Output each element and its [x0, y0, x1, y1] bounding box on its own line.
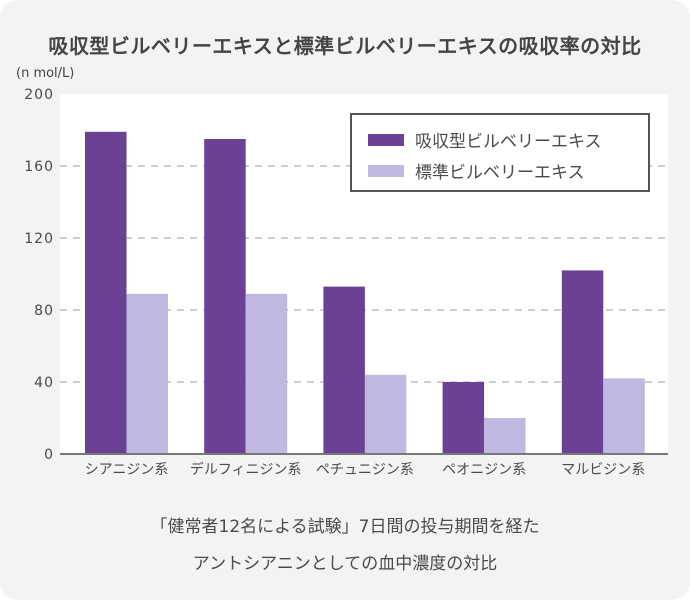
legend: 吸収型ビルベリーエキス 標準ビルベリーエキス [350, 113, 650, 192]
y-axis-unit-label: (n mol/L) [16, 66, 75, 81]
y-tick-label: 160 [24, 159, 54, 175]
x-tick-label: ペチュニジン系 [316, 462, 414, 478]
bar-standard [364, 374, 407, 454]
legend-swatch-absorption [368, 133, 404, 146]
caption-line-1: 「健常者12名による試験」7日間の投与期間を経た [150, 517, 540, 537]
caption-line-2: アントシアニンとしての血中濃度の対比 [192, 554, 498, 574]
x-tick-label: シアニジン系 [85, 462, 169, 478]
bar-absorption [204, 139, 246, 454]
bar-absorption [85, 131, 127, 455]
bar-standard [603, 378, 645, 454]
legend-label-standard: 標準ビルベリーエキス [415, 163, 585, 183]
y-tick-label: 0 [44, 447, 54, 463]
x-tick-label: マルビジン系 [561, 462, 645, 478]
bar-absorption [323, 286, 365, 454]
bar-absorption [442, 382, 485, 454]
y-tick-label: 80 [34, 303, 54, 319]
bar-absorption [561, 270, 604, 454]
x-tick-label: ペオニジン系 [442, 462, 526, 478]
legend-swatch-standard [368, 164, 404, 177]
legend-item-standard: 標準ビルベリーエキス [368, 158, 585, 183]
legend-label-absorption: 吸収型ビルベリーエキス [415, 132, 602, 152]
y-tick-label: 200 [24, 87, 54, 103]
chart-title: 吸収型ビルベリーエキスと標準ビルベリーエキスの吸収率の対比 [48, 34, 642, 58]
x-tick-label: デルフィニジン系 [190, 461, 302, 478]
bar-standard [484, 418, 526, 454]
bar-standard [126, 293, 168, 454]
bar-standard [245, 293, 288, 454]
y-axis-ticks: 0 40 80 120 160 200 [24, 87, 54, 463]
bars [85, 131, 645, 455]
y-tick-label: 40 [34, 375, 54, 391]
legend-item-absorption: 吸収型ビルベリーエキス [368, 127, 602, 152]
x-axis-ticks: シアニジン系 デルフィニジン系 ペチュニジン系 ペオニジン系 マルビジン系 [85, 461, 646, 478]
y-tick-label: 120 [24, 231, 54, 247]
